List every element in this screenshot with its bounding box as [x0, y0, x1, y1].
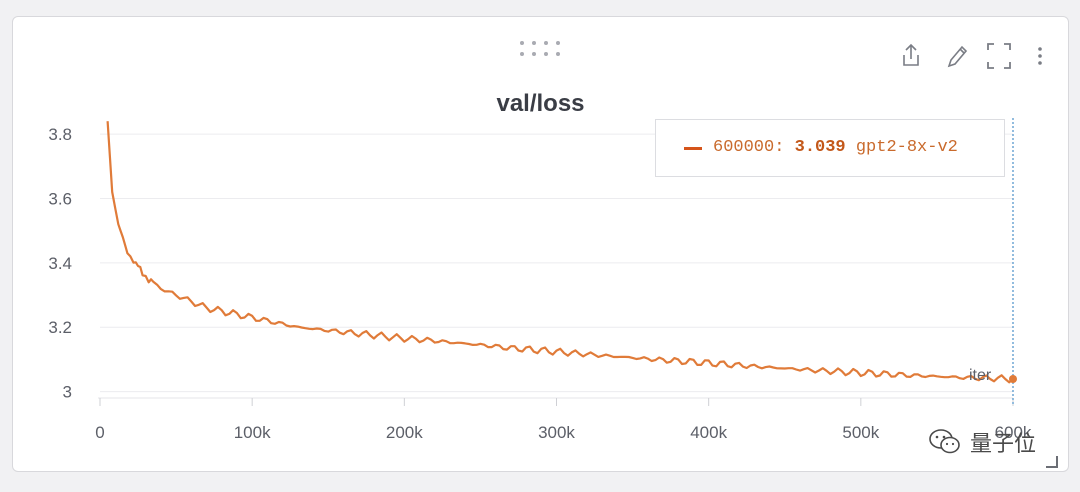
legend-step: 600000:	[713, 138, 785, 157]
y-tick-label: 3.8	[48, 125, 72, 144]
hover-point	[1009, 375, 1017, 384]
legend-value: 3.039	[794, 138, 846, 157]
chart-panel: val/loss	[12, 16, 1069, 472]
chart-legend: 600000: 3.039 gpt2-8x-v2	[655, 119, 1005, 177]
fullscreen-icon[interactable]	[986, 41, 1012, 71]
chart-title: val/loss	[496, 90, 585, 117]
pencil-icon[interactable]	[944, 41, 970, 71]
legend-run-name: gpt2-8x-v2	[855, 138, 958, 157]
x-tick-label: 500k	[842, 423, 879, 442]
drag-handle-icon[interactable]	[520, 41, 564, 59]
x-tick-label: 100k	[234, 423, 271, 442]
legend-swatch	[684, 147, 702, 150]
y-tick-label: 3	[63, 383, 72, 402]
resize-handle[interactable]	[1046, 456, 1058, 468]
x-tick-label: 400k	[690, 423, 727, 442]
x-tick-label: 300k	[538, 423, 575, 442]
x-tick-label: 200k	[386, 423, 423, 442]
y-tick-label: 3.2	[48, 318, 72, 337]
watermark: 量子位	[928, 424, 1036, 460]
wechat-icon	[929, 429, 960, 454]
y-tick-label: 3.4	[48, 254, 72, 273]
share-icon[interactable]	[898, 41, 924, 71]
more-vertical-icon[interactable]	[1033, 41, 1047, 71]
y-tick-label: 3.6	[48, 189, 72, 208]
x-tick-label: 600k	[995, 423, 1032, 442]
x-axis-label: iter	[969, 367, 992, 384]
x-tick-label: 0	[95, 423, 104, 442]
series-line	[106, 121, 1014, 384]
watermark-text: 量子位	[970, 432, 1037, 457]
legend-entry: 600000: 3.039 gpt2-8x-v2	[713, 138, 958, 157]
